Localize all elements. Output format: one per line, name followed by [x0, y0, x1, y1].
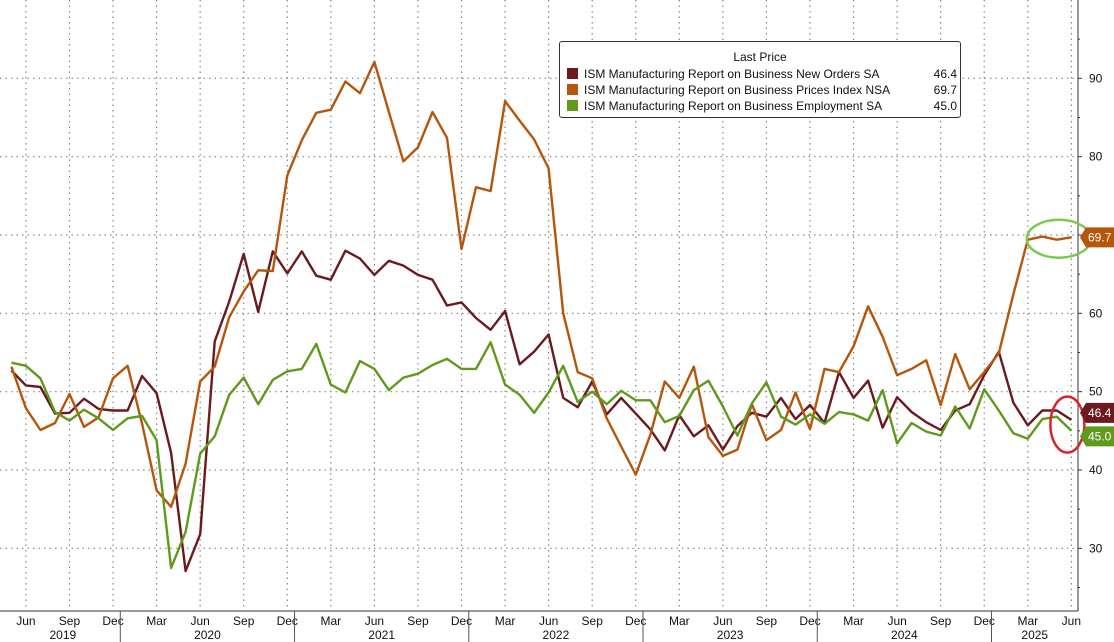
legend-title: Last Price	[733, 50, 787, 64]
year-label: 2020	[194, 628, 221, 642]
x-tick-label: Dec	[277, 614, 298, 628]
x-tick-label: Dec	[625, 614, 646, 628]
legend-swatch-prices	[567, 84, 578, 95]
value-tag-prices: 69.7	[1080, 227, 1114, 248]
y-tick-label: 80	[1089, 150, 1103, 164]
x-tick-label: Jun	[539, 614, 558, 628]
x-tick-label: Dec	[102, 614, 123, 628]
x-tick-label: Jun	[365, 614, 384, 628]
x-tick-label: Mar	[495, 614, 516, 628]
year-label: 2022	[543, 628, 570, 642]
x-tick-label: Dec	[451, 614, 472, 628]
x-tick-label: Sep	[233, 614, 255, 628]
x-tick-label: Jun	[713, 614, 732, 628]
legend-item-new-orders: ISM Manufacturing Report on Business New…	[567, 67, 957, 81]
legend-item-prices: ISM Manufacturing Report on Business Pri…	[567, 83, 957, 97]
x-tick-label: Jun	[190, 614, 209, 628]
x-tick-label: Jun	[887, 614, 906, 628]
value-tag-employment: 45.0	[1080, 426, 1114, 447]
series-lines	[10, 60, 1073, 573]
legend-item-employment: ISM Manufacturing Report on Business Emp…	[567, 99, 957, 113]
value-tag-text: 45.0	[1088, 429, 1112, 443]
x-tick-label: Dec	[799, 614, 820, 628]
x-tick-label: Sep	[756, 614, 778, 628]
year-label: 2021	[368, 628, 395, 642]
grid-lines	[0, 0, 1078, 611]
value-tag-new-orders: 46.4	[1080, 402, 1114, 423]
series-line-prices	[10, 60, 1072, 508]
y-tick-label: 30	[1089, 541, 1103, 555]
x-tick-label: Mar	[321, 614, 342, 628]
highlight-ellipse-red	[1049, 395, 1086, 454]
y-tick-label: 40	[1089, 463, 1103, 477]
series-line-new-orders	[10, 249, 1073, 573]
value-tag-text: 46.4	[1088, 406, 1112, 420]
legend-value-prices: 69.7	[933, 83, 957, 97]
legend-swatch-new-orders	[567, 68, 578, 79]
x-tick-label: Sep	[407, 614, 429, 628]
legend-value-employment: 45.0	[933, 99, 957, 113]
legend-label-new-orders: ISM Manufacturing Report on Business New…	[584, 67, 880, 81]
x-tick-label: Sep	[930, 614, 952, 628]
y-tick-label: 90	[1089, 71, 1103, 85]
legend-label-employment: ISM Manufacturing Report on Business Emp…	[584, 99, 883, 113]
x-tick-label: Jun	[1062, 614, 1081, 628]
legend: Last Price ISM Manufacturing Report on B…	[559, 41, 961, 118]
series-line-employment	[11, 341, 1073, 570]
legend-value-new-orders: 46.4	[933, 67, 957, 81]
y-tick-label: 60	[1089, 306, 1103, 320]
x-tick-label: Sep	[582, 614, 604, 628]
x-tick-label: Mar	[1017, 614, 1038, 628]
legend-label-prices: ISM Manufacturing Report on Business Pri…	[584, 83, 891, 97]
year-label: 2024	[891, 628, 918, 642]
y-tick-label: 50	[1089, 385, 1103, 399]
x-tick-label: Mar	[146, 614, 167, 628]
x-tick-label: Dec	[974, 614, 995, 628]
x-tick-label: Mar	[669, 614, 690, 628]
value-tags: 69.7 46.4 45.0	[1080, 227, 1114, 447]
year-label: 2023	[717, 628, 744, 642]
year-label: 2025	[1021, 628, 1048, 642]
x-tick-label: Mar	[843, 614, 864, 628]
x-tick-label: Jun	[16, 614, 35, 628]
value-tag-text: 69.7	[1088, 230, 1112, 244]
legend-swatch-employment	[567, 100, 578, 111]
year-label: 2019	[49, 628, 76, 642]
x-tick-label: Sep	[59, 614, 81, 628]
